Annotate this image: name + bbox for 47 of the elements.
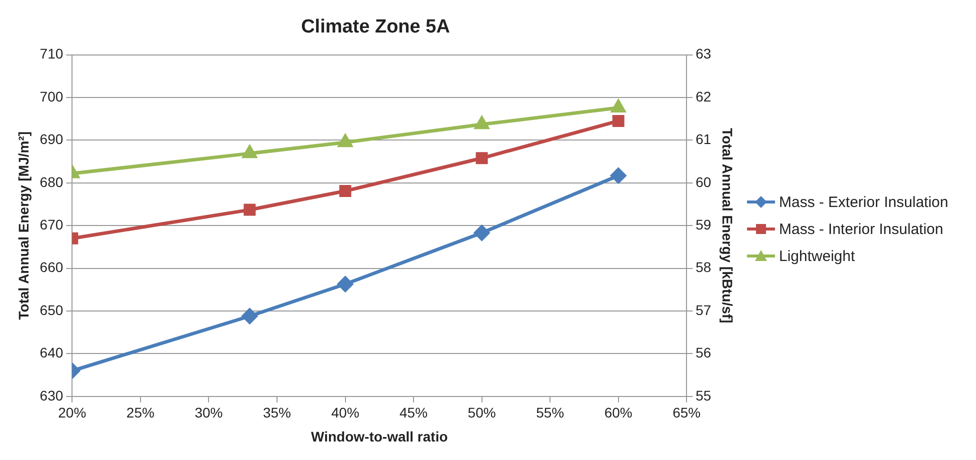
- x-tick-label: 55%: [536, 404, 564, 421]
- legend-label: Mass - Interior Insulation: [779, 220, 944, 238]
- y-tick-label: 680: [40, 174, 64, 190]
- y-tick-label: 640: [40, 344, 64, 361]
- y-tick-label: 630: [40, 387, 64, 404]
- x-tick-label: 65%: [672, 404, 701, 421]
- point: [338, 134, 352, 148]
- y-tick-label: 700: [40, 88, 64, 104]
- point: [611, 100, 626, 112]
- chart-title: Climate Zone 5A: [301, 16, 450, 38]
- y2-tick-label: 61: [696, 131, 712, 148]
- x-tick-label: 60%: [604, 404, 632, 421]
- x-tick-label: 30%: [194, 404, 223, 421]
- x-tick-label: 45%: [400, 404, 428, 421]
- y2-axis-title: Total Annual Energy [kBtu/sf]: [720, 128, 736, 324]
- x-tick-label: 40%: [331, 404, 360, 421]
- x-tick-label: 35%: [262, 404, 291, 421]
- x-tick-label: 25%: [126, 404, 154, 421]
- point: [338, 276, 354, 292]
- legend-label: Lightweight: [779, 248, 855, 264]
- point: [610, 168, 626, 184]
- x-axis-title: Window-to-wall ratio: [311, 428, 448, 444]
- y-tick-label: 710: [40, 46, 64, 62]
- point: [339, 185, 352, 198]
- y2-tick-label: 60: [696, 174, 712, 190]
- legend-label: Mass - Exterior Insulation: [779, 194, 948, 210]
- point: [476, 152, 488, 164]
- point: [242, 308, 258, 324]
- y2-tick-label: 58: [696, 259, 712, 276]
- y-axis-title: Total Annual Energy [MJ/m²]: [15, 131, 32, 320]
- x-tick-label: 20%: [58, 404, 86, 421]
- point: [244, 204, 256, 216]
- y2-tick-label: 59: [696, 216, 712, 232]
- point: [242, 146, 257, 158]
- y2-tick-label: 63: [696, 46, 712, 62]
- y2-tick-label: 55: [696, 387, 712, 404]
- point: [474, 116, 489, 130]
- y-tick-label: 670: [40, 216, 64, 232]
- y-tick-label: 660: [40, 259, 64, 276]
- point: [474, 225, 490, 241]
- y2-tick-label: 62: [696, 88, 712, 104]
- y2-tick-label: 56: [696, 344, 712, 361]
- x-tick-label: 50%: [468, 404, 496, 421]
- y2-tick-label: 57: [696, 302, 712, 318]
- y-tick-label: 690: [40, 131, 64, 148]
- y-tick-label: 650: [40, 302, 64, 318]
- point: [612, 114, 624, 127]
